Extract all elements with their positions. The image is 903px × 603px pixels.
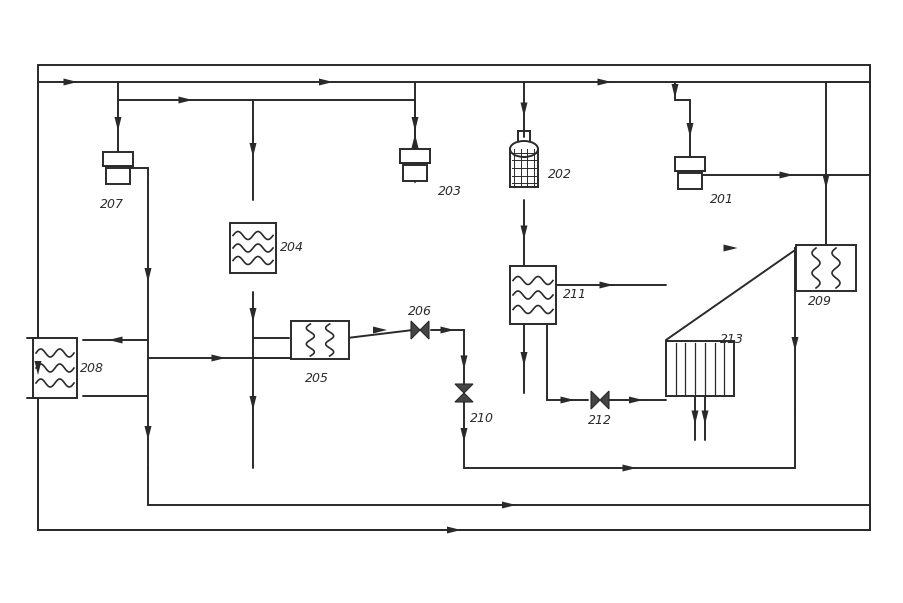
Bar <box>399 149 430 163</box>
Polygon shape <box>211 355 225 362</box>
Polygon shape <box>446 526 461 534</box>
Bar <box>666 341 733 396</box>
Polygon shape <box>520 352 527 366</box>
Polygon shape <box>460 355 467 370</box>
Text: 210: 210 <box>470 411 493 425</box>
Polygon shape <box>460 428 467 442</box>
Text: 202: 202 <box>547 168 572 182</box>
Polygon shape <box>560 397 574 403</box>
Text: 201: 201 <box>709 194 733 206</box>
Polygon shape <box>822 175 829 189</box>
Polygon shape <box>671 84 678 98</box>
Bar <box>796 245 855 291</box>
Polygon shape <box>691 411 698 425</box>
Polygon shape <box>520 226 527 239</box>
Polygon shape <box>115 117 121 131</box>
Polygon shape <box>628 397 642 403</box>
Polygon shape <box>791 337 797 351</box>
Text: 211: 211 <box>563 288 586 302</box>
Text: 208: 208 <box>79 362 104 374</box>
Text: 207: 207 <box>100 198 124 212</box>
Polygon shape <box>440 326 454 333</box>
Bar <box>106 168 130 184</box>
Polygon shape <box>411 134 418 148</box>
Polygon shape <box>249 308 256 322</box>
Bar <box>291 321 349 359</box>
Polygon shape <box>701 411 708 425</box>
Polygon shape <box>249 143 256 157</box>
Ellipse shape <box>509 141 537 157</box>
Polygon shape <box>420 321 429 339</box>
Polygon shape <box>520 103 527 116</box>
Polygon shape <box>722 244 737 251</box>
Polygon shape <box>454 393 472 402</box>
Polygon shape <box>144 426 152 440</box>
Polygon shape <box>600 391 609 409</box>
Bar <box>675 157 704 171</box>
Polygon shape <box>411 321 420 339</box>
Polygon shape <box>599 282 613 288</box>
Bar <box>403 165 426 181</box>
Polygon shape <box>622 464 636 472</box>
Polygon shape <box>597 78 610 86</box>
Polygon shape <box>501 502 516 508</box>
Text: 213: 213 <box>719 333 743 347</box>
Bar <box>103 152 133 166</box>
Text: 205: 205 <box>304 371 329 385</box>
Polygon shape <box>108 336 123 344</box>
Polygon shape <box>319 78 332 86</box>
Polygon shape <box>411 117 418 131</box>
Text: 209: 209 <box>807 295 831 309</box>
Polygon shape <box>373 326 386 333</box>
Polygon shape <box>249 396 256 410</box>
Bar <box>677 173 702 189</box>
Polygon shape <box>454 384 472 393</box>
Polygon shape <box>34 361 42 375</box>
Text: 206: 206 <box>407 306 432 318</box>
Polygon shape <box>685 123 693 137</box>
Polygon shape <box>178 96 192 104</box>
Text: 204: 204 <box>280 241 303 254</box>
Text: 203: 203 <box>438 186 461 198</box>
Polygon shape <box>144 268 152 282</box>
Bar <box>509 266 555 324</box>
Bar <box>229 223 275 273</box>
Polygon shape <box>778 171 793 178</box>
Polygon shape <box>63 78 78 86</box>
Bar <box>509 149 537 187</box>
Polygon shape <box>591 391 600 409</box>
Text: 212: 212 <box>587 414 611 426</box>
Bar <box>33 338 77 398</box>
